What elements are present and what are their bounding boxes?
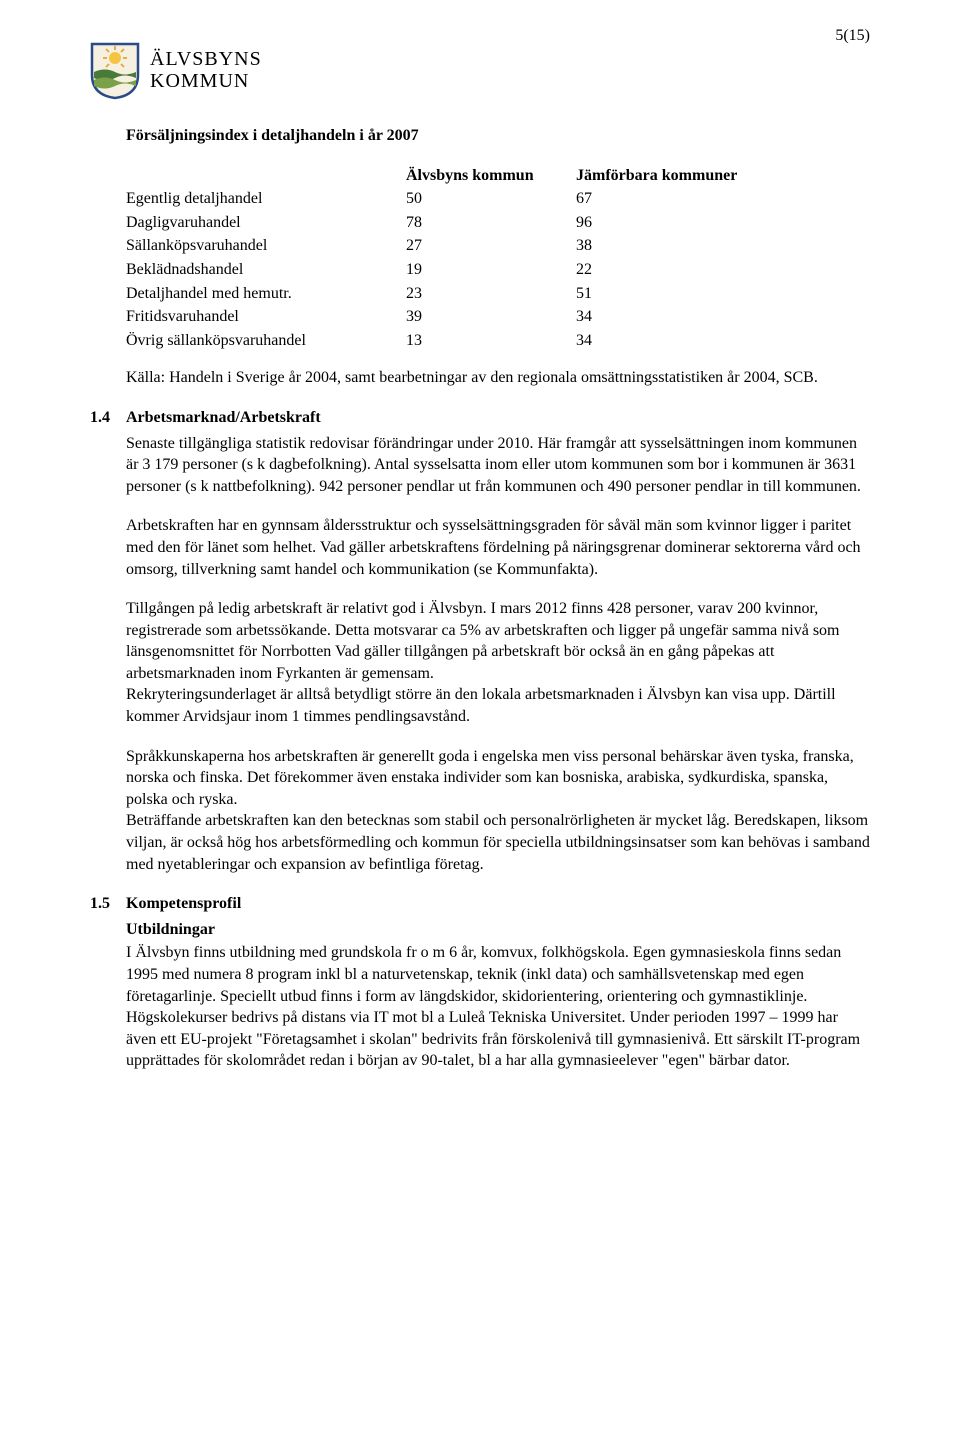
paragraph: Beträffande arbetskraften kan den beteck… [126, 810, 870, 875]
paragraph: Rekryteringsunderlaget är alltså betydli… [126, 684, 870, 727]
section-1-5-body: I Älvsbyn finns utbildning med grundskol… [126, 942, 870, 1072]
row-value-2: 34 [576, 306, 776, 330]
table-row: Övrig sällanköpsvaruhandel1334 [126, 330, 776, 354]
municipality-crest-icon [90, 40, 140, 100]
table-title: Försäljningsindex i detaljhandeln i år 2… [126, 125, 870, 147]
page-number: 5(15) [835, 25, 870, 47]
section-number: 1.4 [90, 407, 126, 429]
row-value-2: 38 [576, 235, 776, 259]
row-value-2: 51 [576, 283, 776, 307]
sales-index-table: Älvsbyns kommun Jämförbara kommuner Egen… [126, 165, 776, 354]
org-name-line2: KOMMUN [150, 70, 262, 92]
row-value-1: 13 [406, 330, 576, 354]
section-1-4-body: Senaste tillgängliga statistik redovisar… [126, 433, 870, 876]
row-value-1: 39 [406, 306, 576, 330]
paragraph: Språkkunskaperna hos arbetskraften är ge… [126, 746, 870, 811]
table-row: Dagligvaruhandel7896 [126, 212, 776, 236]
row-value-2: 67 [576, 188, 776, 212]
paragraph: Arbetskraften har en gynnsam åldersstruk… [126, 515, 870, 580]
row-label: Egentlig detaljhandel [126, 188, 406, 212]
row-value-1: 27 [406, 235, 576, 259]
row-label: Övrig sällanköpsvaruhandel [126, 330, 406, 354]
row-label: Fritidsvaruhandel [126, 306, 406, 330]
row-label: Sällanköpsvaruhandel [126, 235, 406, 259]
table-row: Detaljhandel med hemutr.2351 [126, 283, 776, 307]
row-value-2: 96 [576, 212, 776, 236]
paragraph: Senaste tillgängliga statistik redovisar… [126, 433, 870, 498]
table-header-col1: Älvsbyns kommun [406, 165, 576, 189]
row-value-2: 22 [576, 259, 776, 283]
section-number: 1.5 [90, 893, 126, 915]
paragraph: Tillgången på ledig arbetskraft är relat… [126, 598, 870, 684]
subheading: Utbildningar [126, 919, 870, 941]
table-row: Egentlig detaljhandel5067 [126, 188, 776, 212]
row-value-1: 78 [406, 212, 576, 236]
org-name-line1: ÄLVSBYNS [150, 48, 262, 70]
row-label: Dagligvaruhandel [126, 212, 406, 236]
section-1-5-heading: 1.5 Kompetensprofil [90, 893, 870, 915]
row-value-1: 19 [406, 259, 576, 283]
table-row: Sällanköpsvaruhandel2738 [126, 235, 776, 259]
table-row: Fritidsvaruhandel3934 [126, 306, 776, 330]
table-header-col2: Jämförbara kommuner [576, 165, 776, 189]
table-source: Källa: Handeln i Sverige år 2004, samt b… [126, 367, 870, 389]
row-value-1: 50 [406, 188, 576, 212]
row-label: Beklädnadshandel [126, 259, 406, 283]
paragraph: I Älvsbyn finns utbildning med grundskol… [126, 942, 870, 1072]
row-label: Detaljhandel med hemutr. [126, 283, 406, 307]
table-row: Beklädnadshandel1922 [126, 259, 776, 283]
row-value-1: 23 [406, 283, 576, 307]
logo-block: ÄLVSBYNS KOMMUN [90, 40, 870, 100]
section-1-4-heading: 1.4 Arbetsmarknad/Arbetskraft [90, 407, 870, 429]
org-name: ÄLVSBYNS KOMMUN [150, 48, 262, 92]
section-title: Kompetensprofil [126, 893, 241, 915]
row-value-2: 34 [576, 330, 776, 354]
section-title: Arbetsmarknad/Arbetskraft [126, 407, 321, 429]
